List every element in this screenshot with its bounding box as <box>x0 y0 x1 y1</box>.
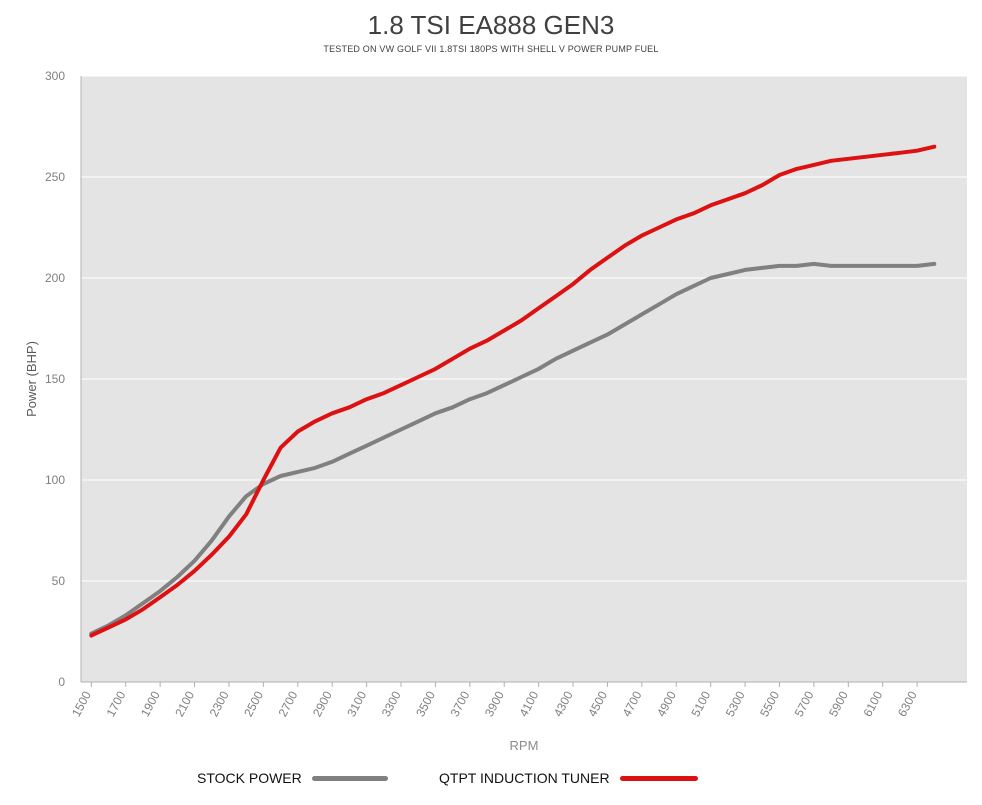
x-tick-label: 6300 <box>895 689 920 719</box>
series-lines <box>89 144 937 638</box>
series-line-tuner <box>89 144 937 638</box>
legend-label-tuner: QTPT INDUCTION TUNER <box>439 770 610 786</box>
x-tick-label: 5700 <box>792 689 817 719</box>
chart-subtitle: TESTED ON VW GOLF VII 1.8TSI 180PS WITH … <box>323 44 659 54</box>
x-tick-label: 1900 <box>138 689 163 719</box>
x-tick-label: 4900 <box>654 689 679 719</box>
x-tick-label: 3100 <box>344 689 369 719</box>
y-tick-label: 250 <box>45 170 65 184</box>
x-tick-label: 2100 <box>172 689 197 719</box>
x-tick-labels: 1500 1700 1900 2100 2300 2500 2700 2900 3100 3300… <box>69 689 920 719</box>
x-tick-label: 4500 <box>585 689 610 719</box>
y-tick-label: 150 <box>45 372 65 386</box>
y-tick-label: 100 <box>45 473 65 487</box>
legend-swatch-tuner <box>619 775 698 781</box>
legend-item-stock: STOCK POWER <box>197 768 388 788</box>
legend-swatch-stock <box>311 775 388 781</box>
x-tick-label: 1700 <box>103 689 128 719</box>
x-tick-label: 5100 <box>688 689 713 719</box>
y-tick-labels: 0 50 100 150 200 250 300 <box>45 69 65 689</box>
y-tick-label: 300 <box>45 69 65 83</box>
x-tick-label: 3700 <box>448 689 473 719</box>
x-tick-label: 6100 <box>860 689 885 719</box>
x-tick-label: 5900 <box>826 689 851 719</box>
axes <box>80 76 967 687</box>
gridlines <box>81 75 967 582</box>
chart-title: 1.8 TSI EA888 GEN3 <box>367 10 615 40</box>
x-tick-label: 1500 <box>69 689 94 719</box>
y-tick-label: 200 <box>45 271 65 285</box>
legend-item-tuner: QTPT INDUCTION TUNER <box>439 768 698 788</box>
x-tick-label: 3300 <box>379 689 404 719</box>
x-tick-label: 2700 <box>276 689 301 719</box>
x-tick-label: 3500 <box>413 689 438 719</box>
x-tick-label: 5300 <box>723 689 748 719</box>
y-axis-label: Power (BHP) <box>24 341 39 417</box>
x-tick-label: 4100 <box>516 689 541 719</box>
x-tick-label: 2300 <box>207 689 232 719</box>
x-tick-label: 4700 <box>620 689 645 719</box>
y-tick-label: 50 <box>52 574 66 588</box>
y-tick-label: 0 <box>58 675 65 689</box>
x-tick-label: 5500 <box>757 689 782 719</box>
series-line-stock <box>89 261 937 636</box>
x-tick-label: 2900 <box>310 689 335 719</box>
x-tick-label: 4300 <box>551 689 576 719</box>
legend-label-stock: STOCK POWER <box>197 770 302 786</box>
x-tick-label: 2500 <box>241 689 266 719</box>
x-axis-label: RPM <box>510 738 539 753</box>
x-tick-label: 3900 <box>482 689 507 719</box>
